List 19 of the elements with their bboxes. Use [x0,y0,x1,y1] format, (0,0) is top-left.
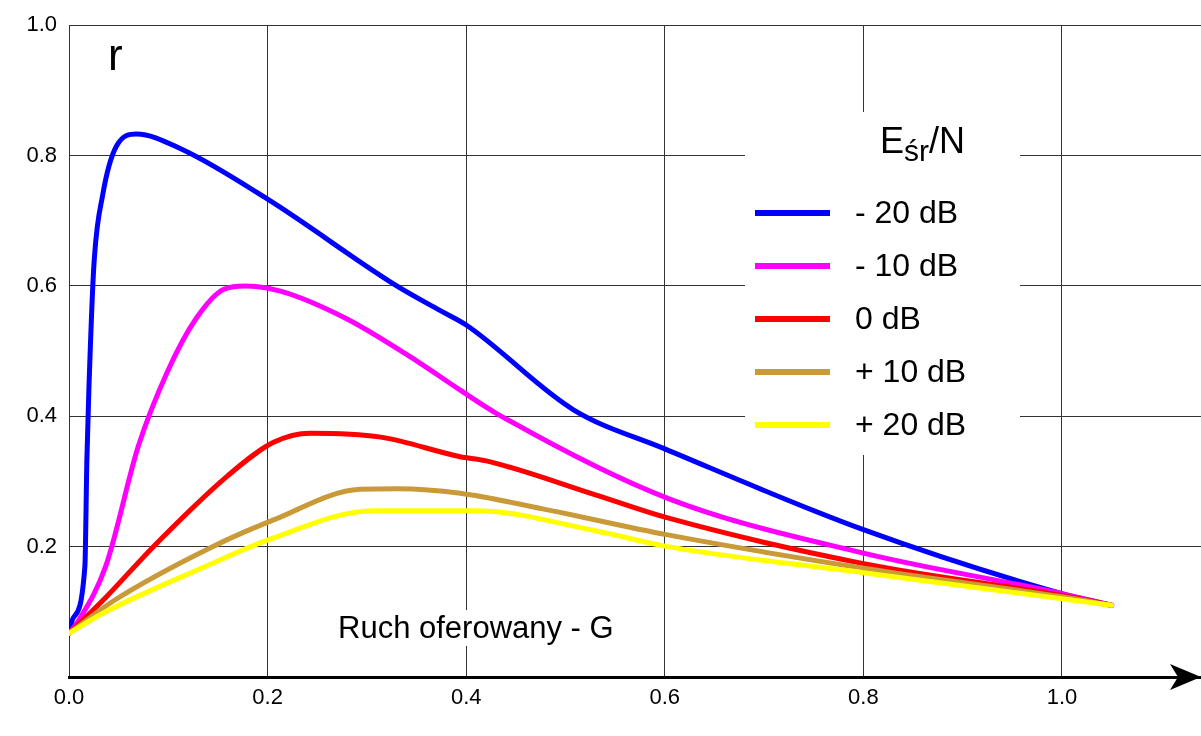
legend-label: + 20 dB [855,406,967,444]
legend-title: E$_{śr}$/N [879,119,966,170]
x-tick-label: 0.6 [649,684,681,710]
x-tick-label: 0.2 [252,684,283,710]
x-tick-label: 1.0 [1046,684,1078,710]
y-tick-label: 0.8 [26,141,57,167]
legend-label: 0 dB [855,300,921,338]
y-tick-label: 0.2 [26,532,57,558]
y-tick-label: 1.0 [26,11,57,37]
legend-label: + 10 dB [855,353,967,391]
x-tick-label: 0.0 [53,684,85,710]
x-tick-label: 0.8 [848,684,879,710]
y-axis-title: r [108,30,123,80]
y-tick-label: 0.6 [26,271,57,297]
x-axis-title: Ruch oferowany - G [338,610,614,646]
y-tick-label: 0.4 [26,402,57,428]
legend-label: - 10 dB [855,247,959,285]
legend-label: - 20 dB [855,194,959,232]
x-tick-label: 0.4 [450,684,482,710]
